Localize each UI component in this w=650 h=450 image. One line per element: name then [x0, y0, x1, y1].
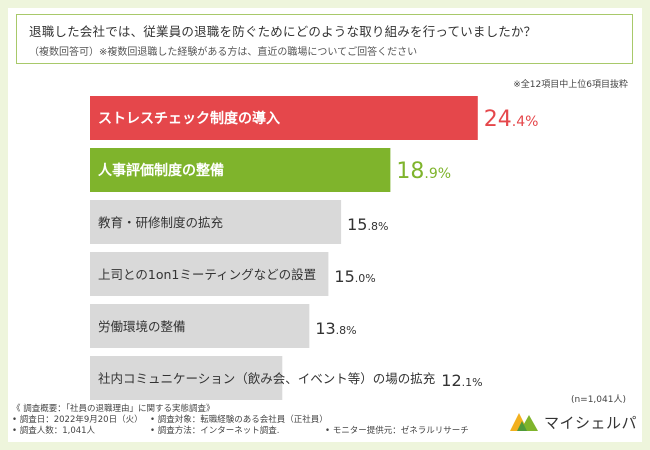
bar-label-2: 人事評価制度の整備: [98, 162, 224, 179]
brand-logo: マイシェルパ: [508, 407, 637, 437]
bar-label-5: 労働環境の整備: [98, 319, 186, 334]
survey-target: • 調査対象：転職経験のある会社員（正社員）: [150, 415, 328, 425]
sample-size-label: (n=1,041人): [570, 395, 626, 405]
bar-6: [90, 356, 283, 400]
bar-label-4: 上司との1on1ミーティングなどの設置: [98, 267, 316, 282]
survey-date: • 調査日：2022年9月20日（火）: [12, 415, 143, 425]
bar-label-3: 教育・研修制度の拡充: [98, 215, 223, 230]
mountain-logo-icon: [510, 413, 538, 431]
value-label-2: 18.9%: [396, 159, 451, 184]
value-label-3: 15.8%: [347, 215, 388, 234]
value-label-1: 24.4%: [484, 107, 539, 132]
bar-4: [90, 252, 329, 296]
value-label-5: 13.8%: [315, 319, 356, 338]
survey-count: • 調査人数：1,041人: [12, 426, 96, 436]
bar-label-6: 社内コミュニケーション（飲み会、イベント等）の場の拡充: [98, 371, 435, 386]
survey-method: • 調査方法：インターネット調査.: [150, 426, 280, 436]
bar-5: [90, 304, 310, 348]
question-line-2: （複数回答可）※複数回退職した経験がある方は、直近の職場についてご回答ください: [29, 47, 418, 58]
question-box: 退職した会社では、従業員の退職を防ぐためにどのような取り組みを行っていましたか？…: [16, 14, 633, 64]
bar-1: [90, 96, 478, 140]
question-line-1: 退職した会社では、従業員の退職を防ぐためにどのような取り組みを行っていましたか？: [29, 24, 537, 39]
survey-title: 《 調査概要：「社員の退職理由」に関する実態調査》: [12, 404, 215, 414]
survey-provider: • モニター提供元：ゼネラルリサーチ: [325, 426, 469, 436]
bar-3: [90, 200, 342, 244]
brand-name: マイシェルパ: [544, 414, 638, 432]
value-label-6: 12.1%: [441, 371, 482, 390]
bar-2: [90, 148, 391, 192]
bar-label-1: ストレスチェック制度の導入: [98, 110, 280, 127]
value-label-4: 15.0%: [334, 267, 375, 286]
items-note: ※全12項目中上位6項目抜粋: [513, 80, 628, 90]
